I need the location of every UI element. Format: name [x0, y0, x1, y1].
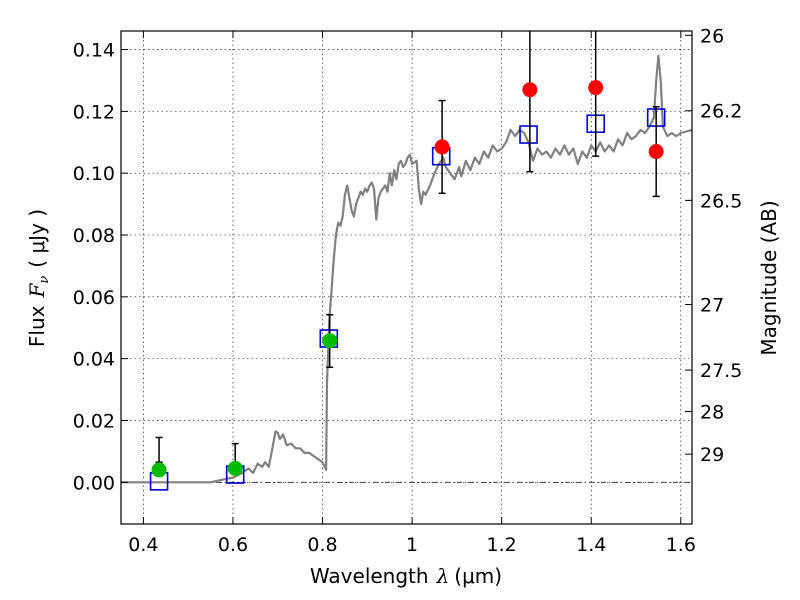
model-spectrum — [121, 54, 693, 484]
plot-frame — [120, 30, 693, 525]
x-tick-label: 0.4 — [128, 534, 158, 556]
spectrum-layer — [121, 54, 693, 484]
x-tick-label: 1.4 — [576, 534, 606, 556]
observed-points-layer — [151, 80, 664, 478]
observed-point-green — [322, 333, 338, 349]
y-tick-label: 0.04 — [73, 349, 115, 371]
x-tick-label: 0.8 — [307, 534, 337, 556]
y-axis-title: FluxFν( μJy ) — [25, 209, 52, 347]
right-tick-label: 27.5 — [700, 360, 742, 382]
right-tick-label: 26.5 — [700, 190, 742, 212]
ticks-layer — [121, 31, 692, 524]
y-tick-label: 0.08 — [73, 225, 115, 247]
observed-point-red — [434, 139, 450, 155]
x-tick-label: 1.6 — [666, 534, 696, 556]
right-tick-label: 28 — [700, 401, 724, 423]
y-tick-label: 0.00 — [73, 472, 115, 494]
observed-point-red — [588, 80, 604, 96]
right-tick-label: 29 — [700, 444, 724, 466]
observed-point-green — [151, 462, 167, 478]
grid — [121, 31, 692, 524]
right-axis-title: Magnitude (AB) — [757, 200, 781, 355]
observed-point-red — [522, 82, 538, 98]
tick-labels-layer: 0.4 0.6 0.8 1 1.2 1.4 1.6 0.00 0.02 0.04 0.06 0.08 0… — [73, 25, 743, 556]
observed-point-green — [227, 460, 243, 476]
y-tick-label: 0.14 — [73, 40, 115, 62]
right-tick-label: 27 — [700, 295, 724, 317]
right-tick-label: 26.2 — [700, 101, 742, 123]
observed-point-red — [648, 144, 664, 160]
y-tick-label: 0.12 — [73, 101, 115, 123]
x-tick-label: 0.6 — [218, 534, 248, 556]
y-tick-label: 0.02 — [73, 410, 115, 432]
x-tick-label: 1 — [406, 534, 418, 556]
y-tick-label: 0.06 — [73, 287, 115, 309]
right-tick-label: 26 — [700, 25, 724, 47]
x-axis-title: Wavelength λ (μm) — [310, 564, 502, 588]
y-tick-label: 0.10 — [73, 163, 115, 185]
x-tick-label: 1.2 — [487, 534, 517, 556]
model-photometry-square — [519, 125, 538, 144]
